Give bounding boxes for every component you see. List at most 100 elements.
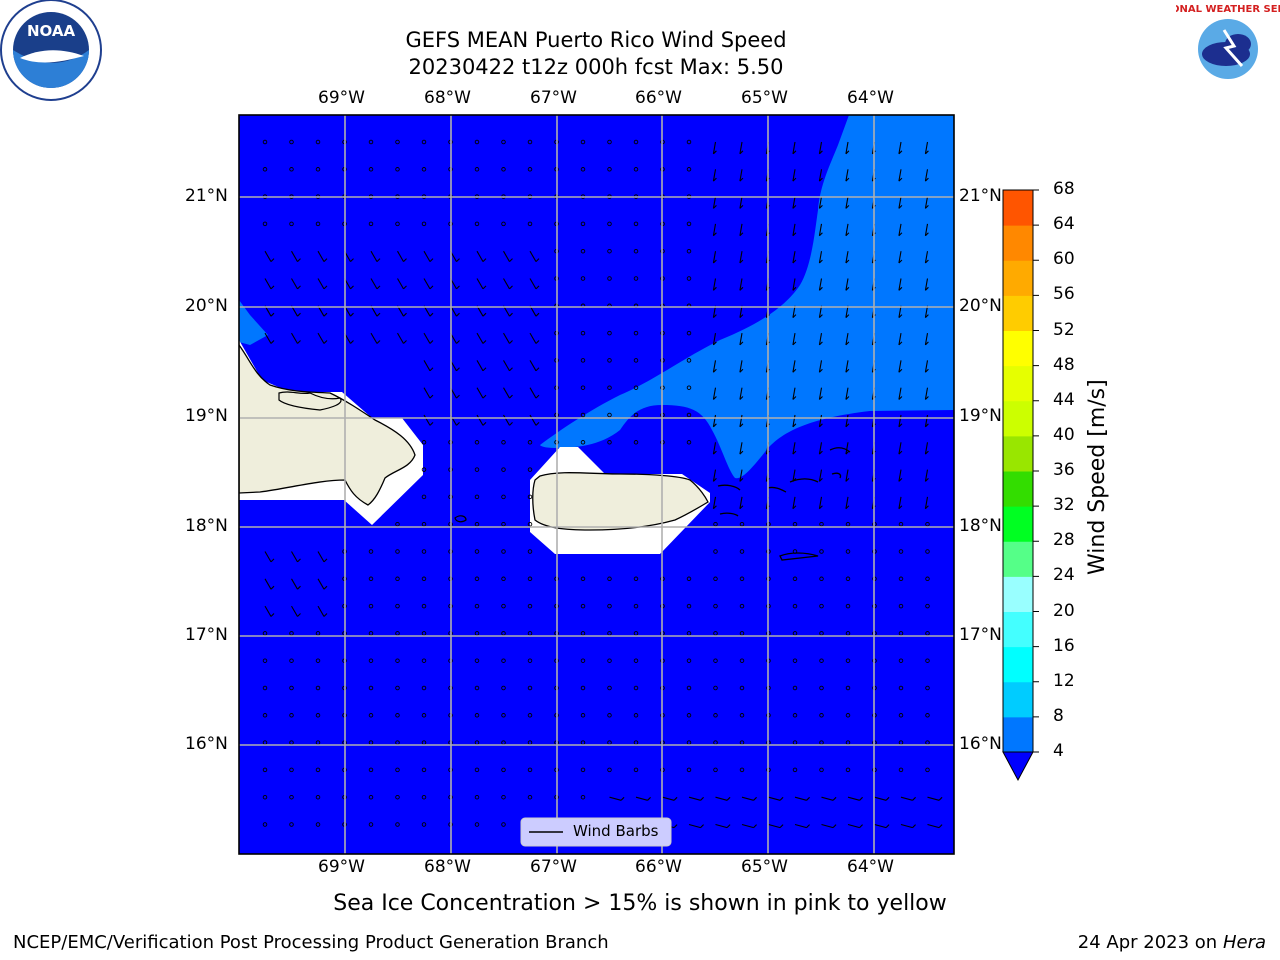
wind-barb-flag — [845, 341, 850, 346]
wind-barb-flag — [925, 478, 929, 482]
wind-barb-flag — [925, 450, 929, 455]
colorbar — [1002, 189, 1039, 782]
wind-barb-flag — [806, 796, 810, 801]
wind-barb-flag — [845, 368, 850, 373]
nws-logo: NATIONAL WEATHER SERVICE — [1176, 2, 1280, 96]
wind-barb-flag — [859, 824, 863, 828]
footer-date: 24 Apr 2023 on Hera — [1078, 932, 1266, 953]
wind-barb — [924, 387, 929, 400]
wind-barb-flag — [535, 422, 540, 426]
calm-wind-marker — [792, 521, 798, 527]
calm-wind-marker — [633, 713, 639, 718]
wind-barb — [924, 223, 929, 236]
calm-wind-marker — [527, 221, 533, 227]
wind-barb — [317, 578, 325, 590]
calm-wind-marker — [501, 521, 506, 527]
wind-barb-flag — [819, 177, 823, 182]
calm-wind-marker — [501, 139, 506, 145]
wind-barb-flag — [898, 505, 903, 510]
wind-barb — [503, 250, 510, 262]
colorbar-segment — [1003, 541, 1033, 577]
wind-barb-flag — [726, 796, 731, 801]
calm-wind-marker — [262, 167, 268, 172]
colorbar-tick-label: 8 — [1053, 705, 1064, 726]
calm-wind-marker — [925, 658, 930, 663]
wind-barb-flag — [845, 423, 850, 428]
calm-wind-marker — [501, 576, 506, 582]
calm-wind-marker — [792, 767, 798, 773]
lat-tick-right-2: 20°N — [959, 296, 1002, 316]
wind-barb-flag — [845, 150, 850, 155]
calm-wind-marker — [421, 494, 427, 500]
wind-barb-flag — [925, 396, 929, 400]
wind-barb — [898, 333, 902, 346]
lon-tick-top-4: 66°W — [635, 88, 682, 108]
wind-barb — [688, 823, 701, 829]
calm-wind-marker — [395, 221, 400, 227]
wind-barb — [291, 250, 298, 262]
wind-barb-flag — [509, 285, 513, 290]
wind-barb — [898, 387, 902, 400]
calm-wind-marker — [845, 767, 851, 773]
wind-barb-flag — [297, 285, 301, 290]
calm-wind-marker — [421, 521, 427, 527]
wind-barb — [768, 796, 781, 801]
calm-wind-marker — [527, 440, 533, 445]
calm-wind-marker — [580, 603, 586, 609]
colorbar-tick-label: 68 — [1053, 179, 1075, 199]
wind-barb — [712, 414, 717, 427]
wind-barb-flag — [482, 340, 487, 344]
calm-wind-marker — [633, 358, 639, 363]
lon-tick-top-1: 69°W — [318, 88, 365, 108]
wind-barb — [264, 278, 272, 290]
wind-barb — [317, 278, 325, 290]
calm-wind-marker — [315, 167, 321, 172]
calm-wind-marker — [527, 685, 533, 691]
wind-barb — [264, 551, 272, 563]
colorbar-tick-label: 56 — [1053, 284, 1075, 305]
wind-barb-flag — [925, 286, 929, 291]
calm-wind-marker — [289, 767, 294, 773]
calm-wind-marker — [633, 685, 639, 691]
wind-barb-flag — [859, 796, 863, 801]
calm-wind-marker — [501, 794, 506, 800]
wind-barb-flag — [403, 312, 407, 317]
lon-tick-bottom-6: 64°W — [847, 857, 894, 877]
calm-wind-marker — [792, 685, 798, 691]
wind-barb-flag — [739, 450, 744, 455]
wind-barb-flag — [792, 232, 797, 237]
wind-barb — [635, 796, 648, 801]
wind-barb — [317, 605, 325, 617]
calm-wind-marker — [580, 685, 586, 691]
wind-barb — [874, 823, 887, 829]
ocean-moderate-wind-region — [540, 115, 954, 479]
calm-wind-marker — [713, 549, 718, 554]
calm-wind-marker — [501, 658, 506, 663]
calm-wind-marker — [607, 139, 612, 145]
calm-wind-marker — [368, 221, 374, 227]
calm-wind-marker — [368, 167, 374, 172]
wind-barb-flag — [898, 314, 903, 319]
wind-barb-flag — [938, 796, 943, 801]
calm-wind-marker — [686, 685, 692, 691]
calm-wind-marker — [580, 412, 586, 418]
calm-wind-marker — [421, 822, 427, 827]
calm-wind-marker — [739, 549, 745, 554]
colorbar-segment — [1003, 330, 1033, 367]
lon-tick-bottom-4: 66°W — [635, 857, 682, 877]
colorbar-segment — [1003, 295, 1033, 331]
calm-wind-marker — [633, 440, 639, 445]
calm-wind-marker — [262, 713, 268, 718]
colorbar-label: Wind Speed [m/s] — [1085, 379, 1110, 575]
calm-wind-marker — [607, 658, 612, 663]
wind-barb-flag — [845, 259, 850, 264]
colorbar-extend-arrow — [1002, 751, 1034, 782]
calm-wind-marker — [925, 576, 930, 582]
wind-barb — [792, 141, 796, 154]
wind-barb — [845, 496, 849, 509]
wind-barb-flag — [938, 824, 943, 828]
calm-wind-marker — [315, 221, 321, 227]
wind-barb-flag — [403, 340, 407, 344]
calm-wind-marker — [474, 440, 480, 445]
